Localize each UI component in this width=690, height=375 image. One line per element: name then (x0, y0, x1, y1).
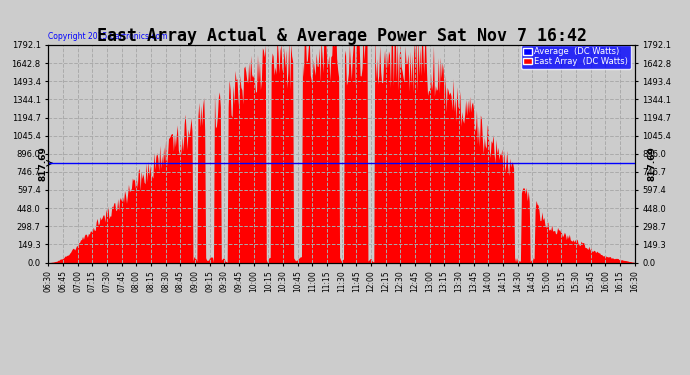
Title: East Array Actual & Average Power Sat Nov 7 16:42: East Array Actual & Average Power Sat No… (97, 27, 586, 45)
Text: Copyright 2015 Cartronics.com: Copyright 2015 Cartronics.com (48, 32, 168, 40)
Text: 817.69: 817.69 (39, 146, 48, 181)
Legend: Average  (DC Watts), East Array  (DC Watts): Average (DC Watts), East Array (DC Watts… (521, 45, 631, 69)
Text: 817.69: 817.69 (648, 146, 657, 181)
